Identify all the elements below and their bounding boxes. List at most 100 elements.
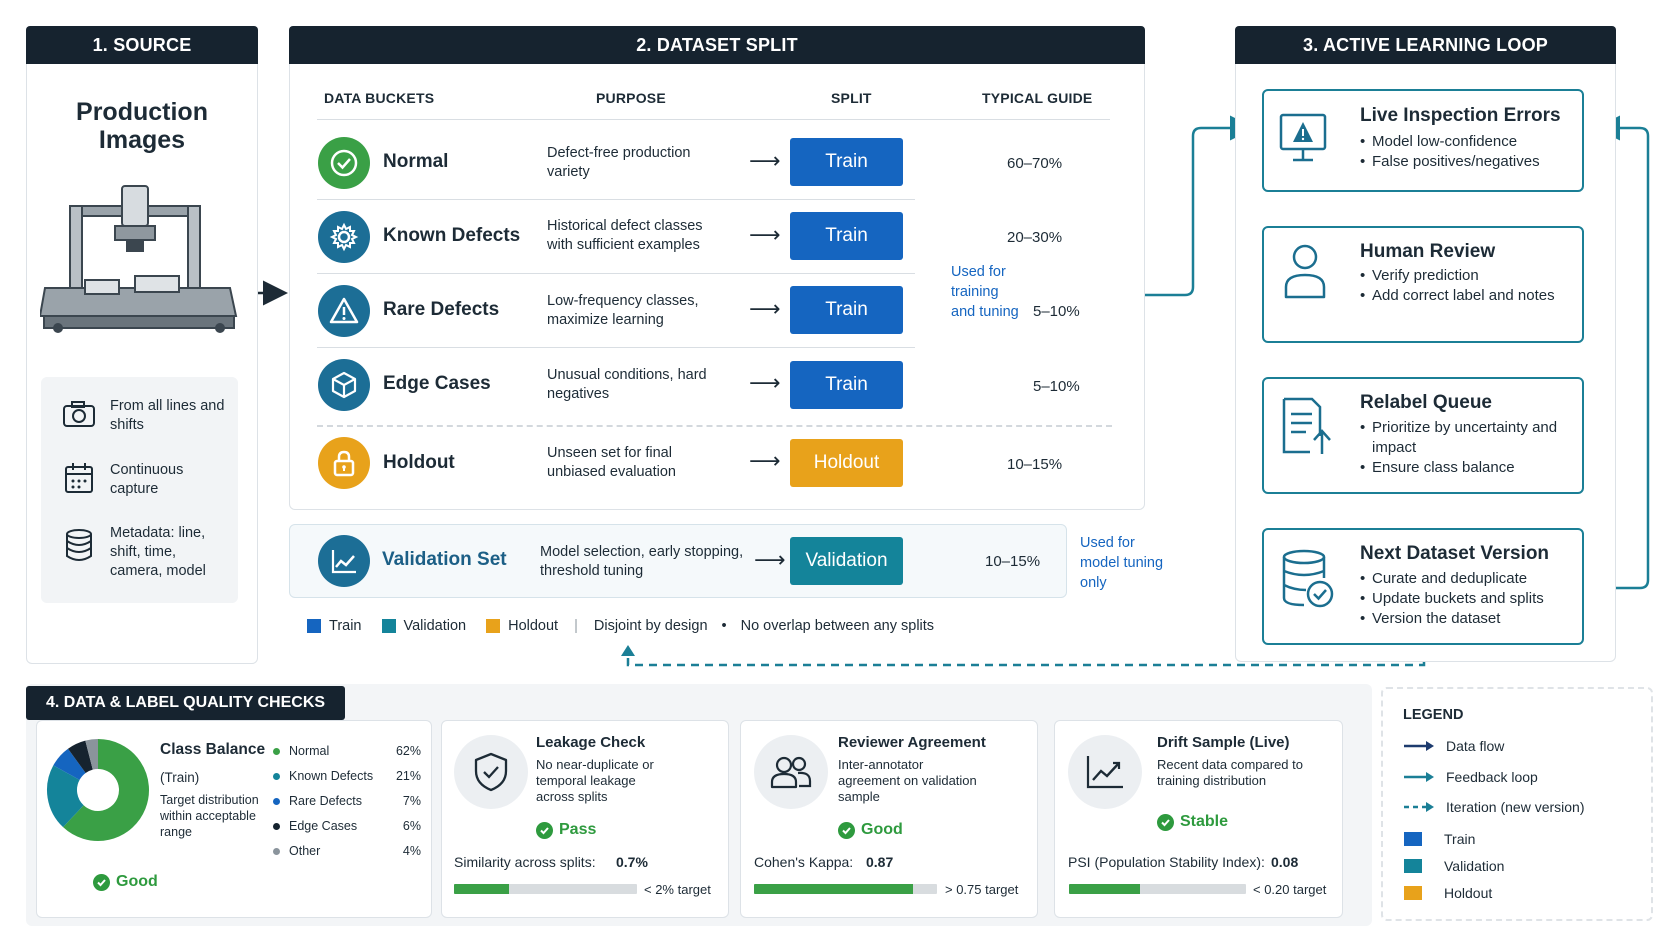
class-legend-row: Normal 62%	[273, 744, 421, 758]
source-heading: Production Images	[76, 98, 208, 154]
split-to-loop-connector	[1145, 115, 1255, 297]
drift-desc: Recent data compared to training distrib…	[1157, 757, 1303, 788]
loop-feedback-connector	[1587, 115, 1650, 590]
bucket-holdout: Holdout	[383, 452, 455, 473]
inspection-machine-icon	[40, 185, 238, 333]
monitor-alert-icon	[1279, 113, 1327, 162]
guide-known-defects: 20–30%	[1007, 229, 1063, 246]
source-header: 1. SOURCE	[26, 26, 258, 64]
bucket-edge-cases: Edge Cases	[383, 373, 491, 394]
class-balance-desc: Target distribution within acceptable ra…	[160, 793, 259, 839]
validation-purpose: Model selection, early stopping, thresho…	[540, 544, 744, 579]
drift-metric-label: PSI (Population Stability Index):	[1068, 854, 1265, 870]
donut-slice-edge-cases	[68, 740, 94, 774]
split-legend: Train Validation Holdout | Disjoint by d…	[307, 618, 934, 634]
split-pill-train: Train	[790, 212, 903, 260]
validation-panel	[289, 524, 1067, 598]
class-legend-row: Other 4%	[273, 844, 421, 858]
agreement-status: Good	[838, 821, 903, 839]
purpose-normal: Defect-free production variety	[547, 145, 691, 180]
leakage-metric-label: Similarity across splits:	[454, 854, 596, 870]
agreement-metric-label: Cohen's Kappa:	[754, 854, 854, 870]
database-icon	[66, 529, 92, 561]
class-legend-name: Rare Defects	[289, 794, 362, 808]
legend-train: Train	[1404, 831, 1475, 847]
class-legend-row: Rare Defects 7%	[273, 794, 421, 808]
step-list-inspection: Model low-confidenceFalse positives/nega…	[1360, 132, 1575, 172]
agreement-progress	[754, 884, 937, 894]
cube-icon	[318, 359, 370, 411]
split-pill-train: Train	[790, 361, 903, 409]
drift-status: Stable	[1157, 813, 1228, 831]
step-title-inspection: Live Inspection Errors	[1360, 105, 1561, 126]
source-item-capture: Continuous capture	[110, 462, 184, 497]
step-title-next-version: Next Dataset Version	[1360, 543, 1550, 564]
purpose-holdout: Unseen set for final unbiased evaluation	[547, 445, 676, 480]
col-data-buckets: DATA BUCKETS	[324, 90, 435, 106]
trend-chart-icon	[1068, 735, 1142, 809]
validation-set-name: Validation Set	[382, 549, 507, 570]
guide-holdout: 10–15%	[1007, 456, 1063, 473]
split-pill-validation: Validation	[790, 537, 903, 585]
class-legend-name: Edge Cases	[289, 819, 358, 833]
brace-note: Used for training and tuning	[951, 264, 1019, 320]
loop-header: 3. ACTIVE LEARNING LOOP	[1235, 26, 1616, 64]
donut-slice-rare-defects	[53, 748, 87, 781]
class-legend-pct: 62%	[395, 744, 421, 758]
agreement-target: > 0.75 target	[945, 882, 1019, 897]
drift-progress	[1069, 884, 1246, 894]
users-icon	[754, 735, 828, 809]
class-legend-row: Known Defects 21%	[273, 769, 421, 783]
class-legend-pct: 4%	[402, 844, 421, 858]
class-legend-row: Edge Cases 6%	[273, 819, 421, 833]
guide-validation: 10–15%	[985, 553, 1041, 570]
class-legend-pct: 21%	[395, 769, 421, 783]
purpose-known-defects: Historical defect classes with sufficien…	[547, 218, 703, 253]
validation-note: Used for model tuning only	[1080, 535, 1164, 591]
legend-data-flow: Data flow	[1404, 738, 1504, 754]
donut-slice-other	[85, 739, 99, 770]
col-purpose: PURPOSE	[596, 90, 666, 106]
gear-icon	[318, 211, 370, 263]
legend-holdout: Holdout	[1404, 885, 1492, 901]
source-item-metadata: Metadata: line, shift, time, camera, mod…	[110, 525, 206, 579]
agreement-desc: Inter-annotator agreement on validation …	[838, 757, 977, 804]
guide-edge-cases: 5–10%	[1033, 378, 1080, 395]
step-list-relabel: Prioritize by uncertainty and impactEnsu…	[1360, 418, 1575, 478]
drift-title: Drift Sample (Live)	[1157, 734, 1290, 751]
class-legend-name: Known Defects	[289, 769, 374, 783]
bucket-known-defects: Known Defects	[383, 225, 521, 246]
class-balance-title: Class Balance	[160, 741, 266, 758]
guide-normal: 60–70%	[1007, 155, 1063, 172]
legend-validation: Validation	[1404, 858, 1504, 874]
class-legend-name: Other	[289, 844, 321, 858]
class-legend-pct: 7%	[402, 794, 421, 808]
leakage-status: Pass	[536, 821, 596, 839]
leakage-metric-value: 0.7%	[616, 854, 648, 870]
class-legend-pct: 6%	[402, 819, 421, 833]
user-icon	[1284, 244, 1326, 299]
donut-slice-known-defects	[47, 765, 85, 828]
drift-metric-value: 0.08	[1271, 854, 1299, 870]
shield-check-icon	[454, 735, 528, 809]
split-pill-holdout: Holdout	[790, 439, 903, 487]
agreement-metric-value: 0.87	[866, 854, 894, 870]
quality-header: 4. DATA & LABEL QUALITY CHECKS	[26, 686, 345, 720]
source-item-lines: From all lines and shifts	[110, 398, 225, 433]
col-split: SPLIT	[831, 90, 872, 106]
col-typical-guide: TYPICAL GUIDE	[982, 90, 1093, 106]
leakage-desc: No near-duplicate or temporal leakage ac…	[536, 757, 654, 804]
purpose-edge-cases: Unusual conditions, hard negatives	[547, 367, 707, 402]
drift-target: < 0.20 target	[1253, 882, 1327, 897]
step-list-next-version: Curate and deduplicateUpdate buckets and…	[1360, 569, 1575, 629]
holdout-divider	[317, 425, 1112, 427]
split-pill-train: Train	[790, 286, 903, 334]
agreement-title: Reviewer Agreement	[838, 734, 986, 751]
line-chart-icon	[318, 535, 370, 587]
bucket-normal: Normal	[383, 151, 449, 172]
warning-icon	[318, 285, 370, 337]
class-balance-subtitle: (Train)	[160, 770, 200, 785]
step-list-review: Verify predictionAdd correct label and n…	[1360, 266, 1575, 306]
class-balance-status: Good	[93, 873, 158, 891]
split-panel	[289, 26, 1145, 510]
